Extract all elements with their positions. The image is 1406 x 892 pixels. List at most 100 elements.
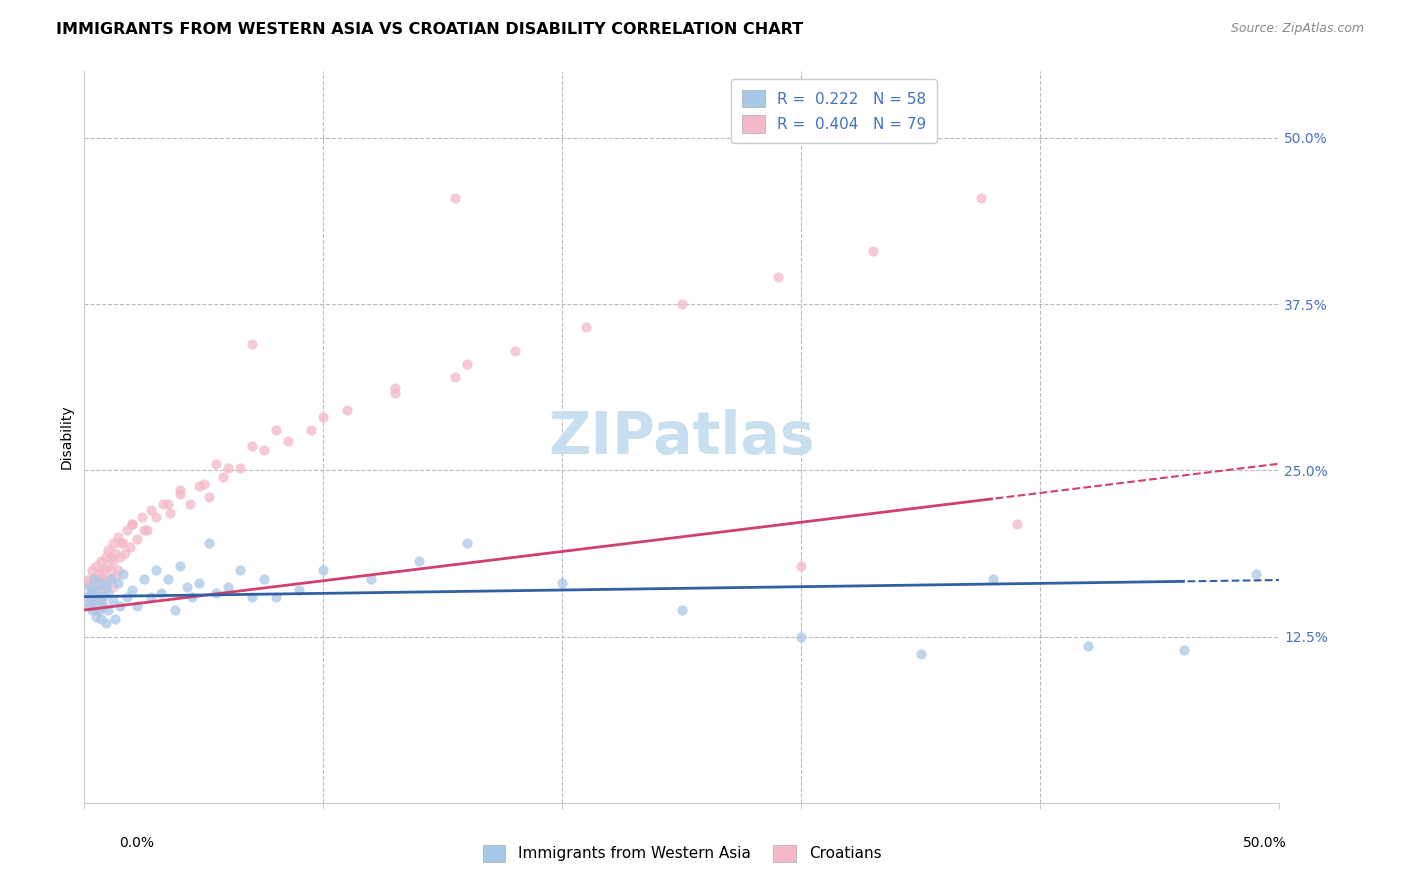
Point <box>121 516 143 531</box>
Point <box>312 563 335 577</box>
Point <box>444 191 467 205</box>
Point <box>212 470 235 484</box>
Point <box>83 573 105 587</box>
Point <box>217 460 239 475</box>
Point <box>97 543 120 558</box>
Point <box>766 270 789 285</box>
Point <box>111 567 134 582</box>
Point <box>188 479 211 493</box>
Point <box>264 424 287 438</box>
Point <box>1173 643 1195 657</box>
Point <box>83 593 105 607</box>
Point <box>93 599 115 613</box>
Point <box>76 576 98 591</box>
Point <box>111 536 134 550</box>
Point <box>157 573 180 587</box>
Point <box>141 503 163 517</box>
Point <box>179 497 201 511</box>
Text: IMMIGRANTS FROM WESTERN ASIA VS CROATIAN DISABILITY CORRELATION CHART: IMMIGRANTS FROM WESTERN ASIA VS CROATIAN… <box>56 22 803 37</box>
Point <box>145 509 167 524</box>
Point <box>671 297 693 311</box>
Point <box>117 523 139 537</box>
Point <box>360 573 382 587</box>
Point <box>1005 516 1028 531</box>
Point <box>862 244 884 258</box>
Point <box>1244 567 1267 582</box>
Point <box>165 603 187 617</box>
Text: Source: ZipAtlas.com: Source: ZipAtlas.com <box>1230 22 1364 36</box>
Point <box>503 343 526 358</box>
Point <box>301 424 323 438</box>
Point <box>101 580 124 594</box>
Point <box>101 536 124 550</box>
Point <box>107 563 129 577</box>
Point <box>100 563 122 577</box>
Point <box>77 599 100 613</box>
Point <box>86 603 108 617</box>
Point <box>240 439 263 453</box>
Point <box>94 549 117 564</box>
Point <box>97 559 120 574</box>
Point <box>100 549 122 564</box>
Point <box>104 570 127 584</box>
Point <box>121 516 143 531</box>
Point <box>169 487 191 501</box>
Point <box>131 509 153 524</box>
Point <box>110 536 132 550</box>
Point <box>100 573 122 587</box>
Point <box>90 573 112 587</box>
Point <box>981 573 1004 587</box>
Point <box>101 593 124 607</box>
Point <box>80 563 103 577</box>
Point <box>1077 639 1099 653</box>
Point <box>132 523 156 537</box>
Point <box>86 582 108 597</box>
Point <box>456 357 478 371</box>
Point <box>671 603 693 617</box>
Point <box>104 546 127 560</box>
Text: 50.0%: 50.0% <box>1243 836 1286 850</box>
Point <box>93 599 115 613</box>
Point <box>217 580 239 594</box>
Point <box>408 554 430 568</box>
Point <box>86 559 108 574</box>
Point <box>80 585 103 599</box>
Point <box>197 536 219 550</box>
Point <box>253 573 276 587</box>
Point <box>90 554 112 568</box>
Point <box>86 609 108 624</box>
Point <box>176 580 198 594</box>
Point <box>90 590 112 604</box>
Point <box>77 573 100 587</box>
Point <box>94 580 117 594</box>
Point <box>83 570 105 584</box>
Point <box>86 576 108 591</box>
Point <box>97 603 120 617</box>
Point <box>159 506 181 520</box>
Point <box>141 590 163 604</box>
Point <box>117 590 139 604</box>
Text: 0.0%: 0.0% <box>120 836 155 850</box>
Point <box>152 497 174 511</box>
Point <box>135 523 157 537</box>
Point <box>77 599 100 613</box>
Point <box>181 590 204 604</box>
Point <box>104 612 127 626</box>
Point <box>125 599 148 613</box>
Point <box>240 337 263 351</box>
Point <box>94 616 117 631</box>
Point <box>384 386 406 401</box>
Point <box>169 559 191 574</box>
Point <box>110 549 132 564</box>
Point <box>240 590 263 604</box>
Point <box>157 497 180 511</box>
Point <box>312 410 335 425</box>
Point <box>910 647 932 661</box>
Point <box>149 585 172 599</box>
Point <box>110 599 132 613</box>
Point <box>193 476 215 491</box>
Point <box>93 590 115 604</box>
Point <box>107 576 129 591</box>
Point <box>87 592 110 607</box>
Point <box>288 582 311 597</box>
